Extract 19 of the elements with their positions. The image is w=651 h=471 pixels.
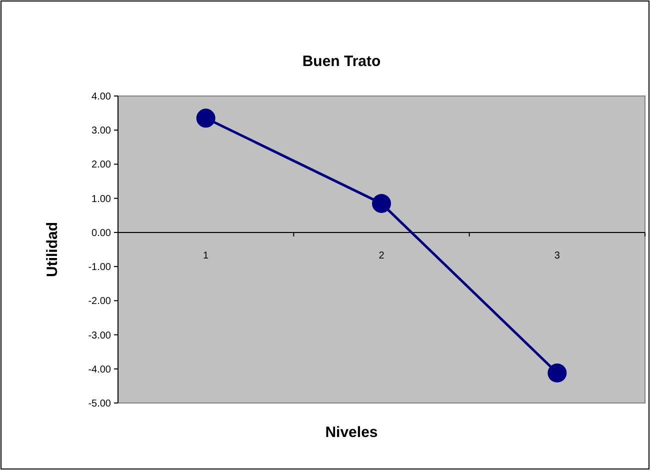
y-tick-label: 1.00 — [92, 194, 112, 205]
y-tick-label: -4.00 — [88, 364, 112, 376]
y-tick-label: 3.00 — [92, 126, 112, 137]
x-axis-title: Niveles — [325, 424, 378, 441]
point — [372, 194, 391, 213]
y-tick-label: -2.00 — [88, 296, 112, 308]
y-tick-label: -3.00 — [88, 330, 112, 342]
y-tick-label: 0.00 — [92, 228, 112, 239]
y-axis-title: Utilidad — [44, 222, 61, 277]
y-tick-label: -5.00 — [88, 398, 112, 410]
x-tick-label: 2 — [378, 250, 385, 262]
x-tick-label: 3 — [554, 250, 560, 262]
y-tick-label: 4.00 — [92, 92, 112, 102]
y-tick-label: 2.00 — [92, 160, 112, 171]
chart-title: Buen Trato — [302, 53, 381, 70]
y-tick-label: -1.00 — [88, 262, 112, 274]
point — [548, 363, 567, 382]
x-tick-label: 1 — [203, 250, 210, 262]
point — [196, 108, 216, 128]
